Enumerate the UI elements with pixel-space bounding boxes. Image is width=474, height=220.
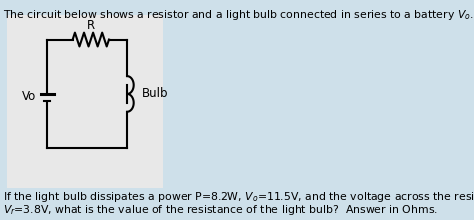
Text: R: R <box>87 19 95 32</box>
FancyBboxPatch shape <box>7 15 164 188</box>
Text: $V_r$=3.8V, what is the value of the resistance of the light bulb?  Answer in Oh: $V_r$=3.8V, what is the value of the res… <box>3 203 438 217</box>
Text: The circuit below shows a resistor and a light bulb connected in series to a bat: The circuit below shows a resistor and a… <box>3 8 474 22</box>
Text: If the light bulb dissipates a power P=8.2W, $V_o$=11.5V, and the voltage across: If the light bulb dissipates a power P=8… <box>3 190 474 204</box>
Text: Bulb: Bulb <box>142 87 168 101</box>
Text: Vo: Vo <box>22 90 36 103</box>
